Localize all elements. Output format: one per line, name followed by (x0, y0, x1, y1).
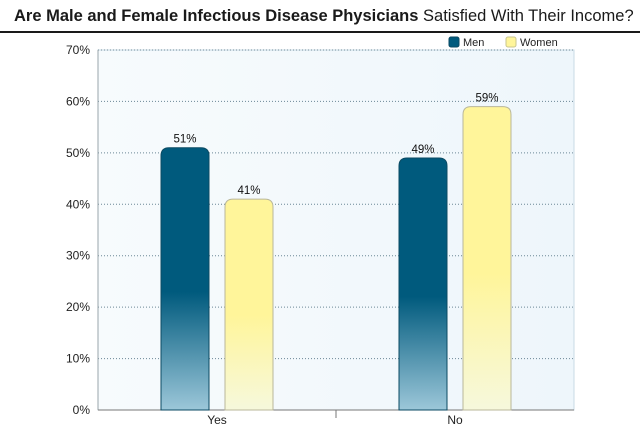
bar-women-yes (224, 198, 274, 411)
y-tick-label: 10% (66, 352, 90, 366)
y-tick-label: 60% (66, 94, 90, 108)
data-label: 41% (237, 185, 260, 197)
data-label: 51% (173, 134, 196, 146)
y-tick-label: 0% (73, 403, 91, 417)
legend-label-women: Women (520, 37, 558, 49)
y-tick-label: 20% (66, 300, 90, 314)
chart-title-normal: Satisfied With Their Income? (423, 7, 634, 25)
y-tick-label: 70% (66, 43, 90, 57)
chart-title: Are Male and Female Infectious Disease P… (14, 3, 640, 29)
x-tick-label: Yes (207, 413, 227, 427)
bar-women-no (462, 106, 512, 411)
bar-men-no (398, 157, 448, 411)
data-label: 59% (475, 93, 498, 105)
y-tick-label: 40% (66, 197, 90, 211)
legend-swatch-men (448, 36, 460, 48)
legend-label-men: Men (463, 37, 484, 49)
chart-title-bold: Are Male and Female Infectious Disease P… (14, 7, 419, 25)
y-tick-label: 30% (66, 249, 90, 263)
x-tick-label: No (447, 413, 463, 427)
title-divider (0, 31, 640, 33)
data-label: 49% (411, 144, 434, 156)
legend-swatch-women (505, 36, 517, 48)
y-tick-label: 50% (66, 146, 90, 160)
bar-men-yes (160, 147, 210, 411)
